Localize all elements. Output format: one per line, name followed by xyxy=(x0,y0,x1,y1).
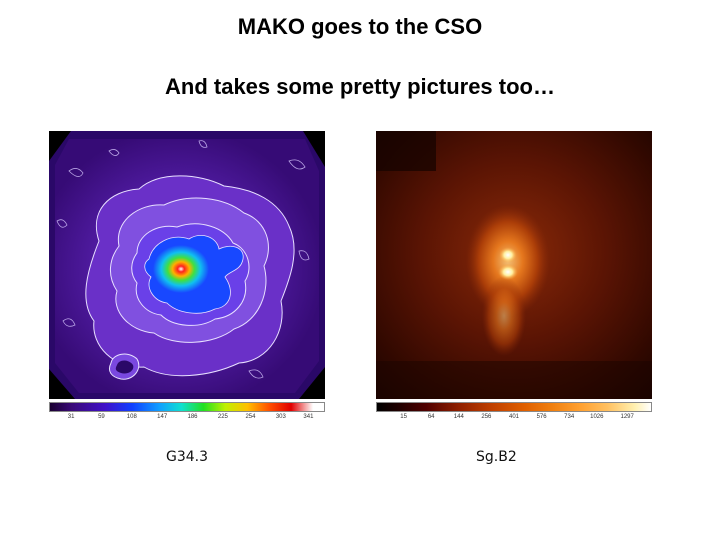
sgb2-map-image xyxy=(376,131,652,399)
colorbar-tick: 401 xyxy=(508,414,520,420)
sgb2-panel: 15 64 144 256 401 576 734 1026 1297 xyxy=(374,131,654,423)
colorbar-tick: 144 xyxy=(453,414,464,420)
g343-caption: G34.3 xyxy=(166,449,209,465)
slide-title: MAKO goes to the CSO xyxy=(237,14,483,39)
colorbar-tick: 341 xyxy=(303,414,314,420)
g343-colorbar-ticks: 31 59 108 147 186 225 254 303 341 xyxy=(49,414,325,424)
colorbar-tick: 59 xyxy=(98,414,105,420)
colorbar-tick: 303 xyxy=(275,414,286,420)
sgb2-colorbar xyxy=(376,402,652,412)
colorbar-tick: 734 xyxy=(564,414,575,420)
g343-panel: 31 59 108 147 186 225 254 303 341 xyxy=(47,131,327,423)
colorbar-tick: 256 xyxy=(481,414,492,420)
slide-subtitle: And takes some pretty pictures too… xyxy=(165,74,555,99)
colorbar-tick: 147 xyxy=(157,414,168,420)
colorbar-tick: 31 xyxy=(67,414,75,420)
colorbar-tick: 1297 xyxy=(620,414,634,420)
colorbar-tick: 186 xyxy=(187,414,198,420)
colorbar-tick: 254 xyxy=(245,414,256,420)
sgb2-caption: Sg.B2 xyxy=(476,449,517,465)
colorbar-tick: 108 xyxy=(126,414,137,420)
colorbar-tick: 15 xyxy=(400,414,407,420)
colorbar-tick: 1026 xyxy=(590,414,604,420)
colorbar-tick: 576 xyxy=(536,414,547,420)
colorbar-tick: 225 xyxy=(217,414,228,420)
colorbar-tick: 64 xyxy=(427,414,435,420)
g343-colorbar xyxy=(49,402,325,412)
sgb2-colorbar-ticks: 15 64 144 256 401 576 734 1026 1297 xyxy=(376,414,652,424)
g343-map-image xyxy=(49,131,325,399)
